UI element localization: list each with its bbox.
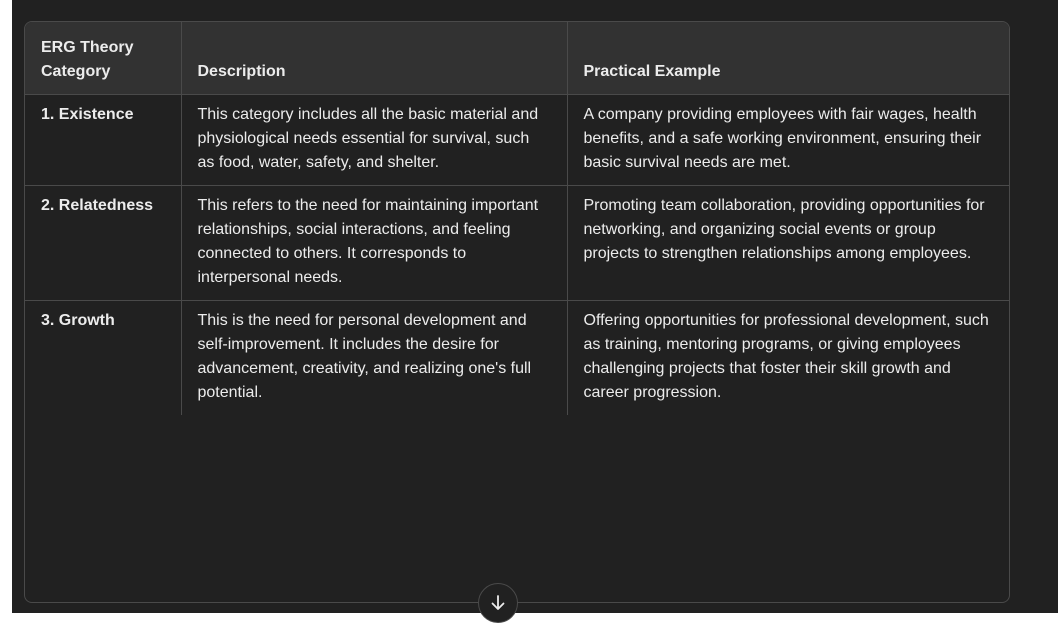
table-row: 3. Growth This is the need for personal … xyxy=(25,300,1009,415)
header-description: Description xyxy=(181,22,568,95)
cell-category: 2. Relatedness xyxy=(25,185,182,301)
header-category: ERG Theory Category xyxy=(25,22,182,95)
table-row: 1. Existence This category includes all … xyxy=(25,94,1009,186)
cell-example: Promoting team collaboration, providing … xyxy=(567,185,1009,301)
erg-table: ERG Theory Category Description Practica… xyxy=(25,22,1009,415)
cell-category: 1. Existence xyxy=(25,94,182,186)
arrow-down-icon xyxy=(491,595,505,610)
header-example: Practical Example xyxy=(567,22,1009,95)
cell-description: This refers to the need for maintaining … xyxy=(181,185,568,301)
table-header-row: ERG Theory Category Description Practica… xyxy=(25,22,1009,95)
erg-table-container: ERG Theory Category Description Practica… xyxy=(24,21,1010,603)
cell-example: Offering opportunities for professional … xyxy=(583,312,989,401)
cell-description: This is the need for personal developmen… xyxy=(181,300,568,415)
chat-area: ERG Theory Category Description Practica… xyxy=(12,0,1058,623)
cell-description: This category includes all the basic mat… xyxy=(181,94,568,186)
scroll-to-bottom-button[interactable] xyxy=(478,583,518,623)
cell-example: A company providing employees with fair … xyxy=(567,94,1009,186)
cell-category: 3. Growth xyxy=(25,300,182,415)
table-row: 2. Relatedness This refers to the need f… xyxy=(25,185,1009,301)
